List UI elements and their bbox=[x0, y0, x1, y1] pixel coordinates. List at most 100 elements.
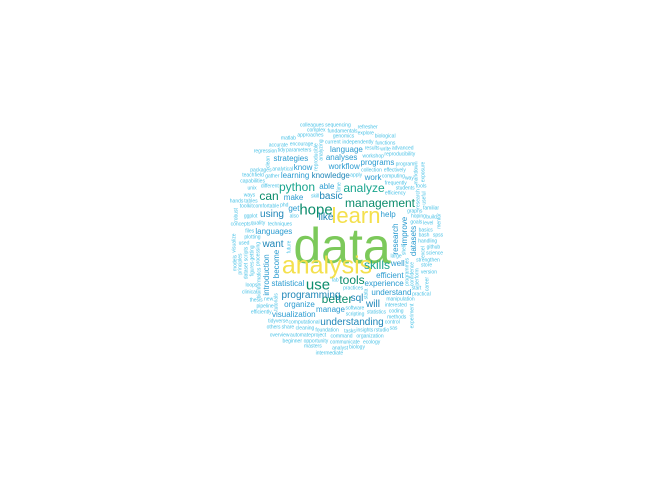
cloud-word: store bbox=[421, 262, 433, 269]
cloud-word: interested bbox=[384, 302, 407, 309]
cloud-word: colleagues bbox=[299, 122, 324, 129]
cloud-word: research bbox=[415, 189, 422, 209]
cloud-word: analysis bbox=[281, 251, 373, 280]
cloud-word: organize bbox=[284, 300, 315, 310]
cloud-word: analyst bbox=[332, 345, 348, 352]
cloud-word: functions bbox=[375, 140, 396, 147]
cloud-word: knowledge bbox=[311, 171, 350, 181]
cloud-word: able bbox=[319, 181, 335, 191]
cloud-word: well bbox=[390, 259, 405, 269]
cloud-word: control bbox=[384, 319, 400, 326]
cloud-word: explore bbox=[357, 130, 374, 137]
cloud-word: computing bbox=[381, 173, 405, 180]
cloud-word: regression bbox=[253, 148, 278, 155]
cloud-word: biological bbox=[374, 133, 396, 140]
cloud-word: sas bbox=[389, 325, 398, 332]
cloud-word: management bbox=[344, 196, 416, 210]
cloud-word: strengthen bbox=[416, 257, 440, 264]
cloud-word: get bbox=[288, 204, 300, 214]
cloud-word: foundation bbox=[315, 327, 339, 334]
cloud-word: thesis bbox=[249, 297, 263, 304]
cloud-word: mentor bbox=[436, 213, 443, 229]
cloud-word: help bbox=[380, 210, 396, 220]
cloud-word: statistical bbox=[271, 279, 305, 289]
cloud-word: analyses bbox=[325, 152, 358, 162]
cloud-word: introduction bbox=[262, 253, 271, 296]
cloud-word: methods bbox=[387, 314, 407, 321]
cloud-word: efficiently bbox=[250, 309, 272, 316]
cloud-word: strategies bbox=[273, 153, 309, 163]
cloud-word: getting bbox=[249, 245, 256, 261]
cloud-word: effectively bbox=[383, 167, 406, 174]
cloud-word: field bbox=[254, 172, 264, 179]
cloud-word: capabilities bbox=[240, 178, 265, 185]
cloud-word: build bbox=[426, 214, 437, 221]
cloud-word: overview bbox=[269, 332, 290, 339]
cloud-word: quality bbox=[250, 220, 266, 227]
cloud-word: statistics bbox=[366, 309, 387, 316]
cloud-word: toolkit bbox=[239, 203, 253, 210]
cloud-word: shell bbox=[401, 244, 408, 256]
cloud-word: efficient bbox=[376, 270, 404, 280]
cloud-word: loops bbox=[245, 282, 258, 289]
cloud-word: markdown bbox=[413, 161, 420, 185]
cloud-word: analyze bbox=[343, 181, 385, 195]
cloud-word: better bbox=[321, 292, 353, 306]
cloud-word: parameters bbox=[286, 147, 312, 154]
cloud-word: program bbox=[395, 161, 415, 168]
cloud-word: familiar bbox=[422, 205, 440, 212]
cloud-word: use bbox=[305, 276, 331, 294]
cloud-word: tutorials bbox=[273, 292, 280, 311]
cloud-word: language bbox=[329, 144, 363, 154]
cloud-word: manipulation bbox=[386, 296, 415, 303]
cloud-word: programming bbox=[281, 290, 341, 301]
cloud-word: plotting bbox=[244, 234, 261, 241]
cloud-word: masters bbox=[303, 343, 322, 350]
cloud-word: basic bbox=[319, 191, 343, 202]
cloud-word: sql bbox=[350, 293, 364, 304]
cloud-word: visualization bbox=[272, 310, 316, 320]
cloud-word: cleaning bbox=[295, 325, 315, 332]
cloud-word: intermediate bbox=[315, 350, 344, 357]
cloud-word: can bbox=[259, 189, 279, 203]
cloud-word: learning bbox=[280, 171, 310, 181]
cloud-word: efficiency bbox=[384, 190, 406, 197]
cloud-word: using bbox=[260, 209, 284, 220]
cloud-word: collection bbox=[361, 167, 382, 174]
cloud-word: workshop bbox=[362, 153, 384, 160]
cloud-word: learn bbox=[331, 203, 381, 228]
cloud-word: version bbox=[420, 269, 437, 276]
cloud-word: fundamentals bbox=[327, 128, 358, 135]
cloud-word: tasks bbox=[344, 328, 356, 335]
cloud-word: frequently bbox=[384, 180, 407, 187]
cloud-word: understanding bbox=[320, 317, 384, 328]
cloud-word: hands bbox=[229, 198, 244, 205]
cloud-word: principles bbox=[237, 253, 244, 275]
cloud-word: experiment bbox=[409, 303, 416, 329]
cloud-word: understand bbox=[371, 288, 412, 298]
cloud-word: work bbox=[364, 172, 382, 182]
cloud-word: skill bbox=[310, 193, 320, 200]
cloud-word: models bbox=[232, 254, 239, 272]
cloud-word: future bbox=[286, 240, 293, 254]
cloud-word: ggplot bbox=[243, 213, 258, 220]
cloud-word: level bbox=[423, 220, 434, 227]
cloud-word: lab bbox=[331, 277, 339, 284]
cloud-word: tidy bbox=[277, 147, 286, 154]
cloud-word: gather bbox=[265, 173, 280, 180]
cloud-word: data bbox=[293, 218, 391, 274]
cloud-word: handling bbox=[418, 238, 438, 245]
cloud-word: analyzing bbox=[318, 139, 325, 161]
cloud-word: techniques bbox=[267, 221, 293, 228]
cloud-word: complex bbox=[306, 127, 326, 134]
cloud-word: biology bbox=[349, 344, 365, 351]
cloud-word: tidyverse bbox=[268, 318, 289, 325]
cloud-word: github bbox=[426, 244, 441, 251]
cloud-word: hoping bbox=[410, 213, 426, 220]
cloud-word: practices bbox=[343, 285, 364, 292]
cloud-word: improve bbox=[400, 216, 410, 246]
cloud-word: reproducibility bbox=[384, 151, 416, 158]
cloud-word: programs bbox=[360, 158, 395, 168]
cloud-word: current bbox=[325, 139, 341, 146]
cloud-word: exposure bbox=[420, 162, 427, 183]
